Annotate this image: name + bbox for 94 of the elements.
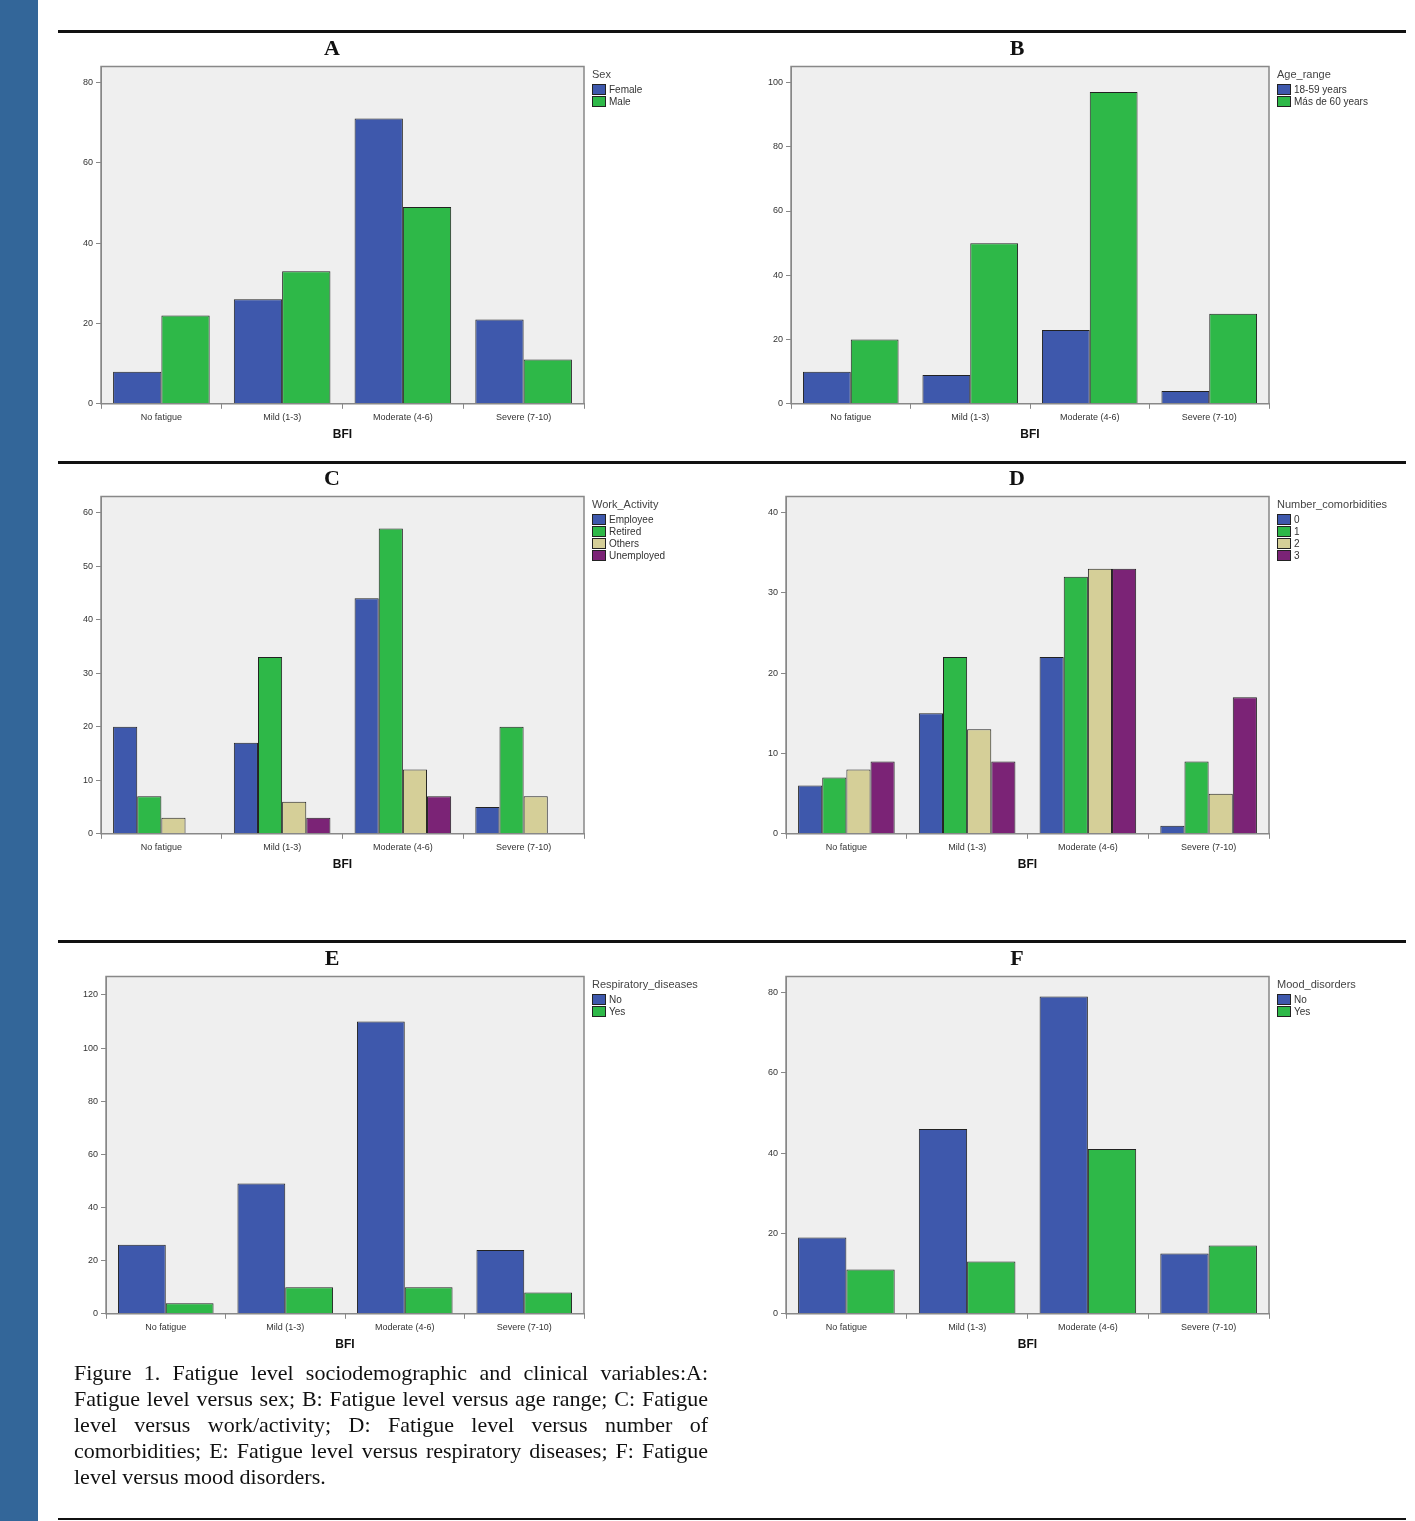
y-tick-label: 20 — [768, 667, 779, 678]
y-tick-label: 60 — [83, 506, 94, 517]
legend-label: 0 — [1294, 513, 1300, 525]
y-tick-label: 20 — [773, 334, 784, 345]
chart-title: A — [324, 34, 341, 60]
x-axis-title: BFI — [1017, 1337, 1038, 1352]
y-tick-label: 40 — [83, 614, 94, 625]
x-tick-label: Mild (1-3) — [266, 1321, 305, 1332]
y-tick-label: 0 — [773, 828, 779, 839]
x-axis-title: BFI — [332, 857, 353, 872]
y-tick-label: 100 — [767, 76, 784, 87]
x-tick-label: Mild (1-3) — [263, 841, 302, 852]
y-tick-label: 0 — [93, 1308, 99, 1319]
x-tick-label: Mild (1-3) — [263, 411, 302, 422]
chart-title: E — [324, 944, 340, 970]
y-tick-label: 60 — [773, 205, 784, 216]
x-tick-label: Moderate (4-6) — [374, 1321, 435, 1332]
legend-label: Yes — [1294, 1005, 1311, 1017]
x-tick-label: No fatigue — [830, 411, 872, 422]
legend-label: Male — [609, 95, 631, 107]
legend-label: Employee — [609, 513, 654, 525]
y-tick-label: 80 — [88, 1095, 99, 1106]
x-tick-label: Severe (7-10) — [1181, 1321, 1237, 1332]
x-axis-title: BFI — [1020, 427, 1040, 442]
y-tick-label: 60 — [768, 1067, 779, 1078]
y-tick-label: 40 — [773, 269, 784, 280]
x-tick-label: Severe (7-10) — [496, 841, 552, 852]
x-tick-label: Moderate (4-6) — [1059, 411, 1120, 422]
x-tick-label: No fatigue — [825, 1321, 867, 1332]
legend-label: 1 — [1294, 525, 1300, 537]
y-tick-label: 50 — [83, 560, 94, 571]
legend-label: Yes — [609, 1005, 626, 1017]
chart-title: C — [324, 464, 340, 490]
x-tick-label: Severe (7-10) — [1181, 841, 1237, 852]
legend-label: Female — [609, 83, 643, 95]
x-tick-label: Moderate (4-6) — [1058, 1321, 1118, 1332]
legend-label: 3 — [1294, 549, 1300, 561]
x-tick-label: Severe (7-10) — [496, 411, 552, 422]
y-tick-label: 20 — [88, 1255, 99, 1266]
x-tick-label: Mild (1-3) — [948, 1321, 987, 1332]
chart-title: F — [1010, 944, 1024, 970]
y-tick-label: 40 — [88, 1202, 99, 1213]
legend-title: Work_Activity — [592, 498, 660, 510]
x-axis-title: BFI — [335, 1337, 355, 1352]
y-tick-label: 10 — [768, 747, 779, 758]
x-axis-title: BFI — [332, 427, 353, 442]
x-axis-title: BFI — [1017, 857, 1038, 872]
legend-label: No — [609, 993, 622, 1005]
legend-label: No — [1294, 993, 1307, 1005]
y-tick-label: 20 — [83, 721, 94, 732]
legend-title: Age_range — [1277, 68, 1332, 80]
y-tick-label: 40 — [768, 1147, 779, 1158]
legend-label: Unemployed — [609, 549, 666, 561]
y-tick-label: 80 — [773, 141, 784, 152]
x-tick-label: No fatigue — [140, 841, 182, 852]
y-tick-label: 100 — [82, 1042, 99, 1053]
y-tick-label: 30 — [83, 667, 94, 678]
x-tick-label: Severe (7-10) — [1181, 411, 1237, 422]
legend-title: Number_comorbidities — [1277, 498, 1389, 510]
legend-label: Retired — [609, 525, 642, 537]
legend-label: 18-59 years — [1294, 83, 1347, 95]
x-tick-label: Moderate (4-6) — [373, 841, 433, 852]
y-tick-label: 0 — [88, 398, 94, 409]
chart-title: D — [1009, 464, 1025, 490]
y-tick-label: 60 — [88, 1148, 99, 1159]
chart-title: B — [1009, 34, 1025, 60]
x-tick-label: Mild (1-3) — [951, 411, 990, 422]
y-tick-label: 30 — [768, 587, 779, 598]
legend-title: Mood_disorders — [1277, 978, 1357, 990]
legend-title: Respiratory_diseases — [592, 978, 699, 990]
y-tick-label: 20 — [768, 1227, 779, 1238]
x-tick-label: Mild (1-3) — [948, 841, 987, 852]
y-tick-label: 0 — [778, 398, 784, 409]
y-tick-label: 0 — [773, 1308, 779, 1319]
y-tick-label: 40 — [83, 237, 94, 248]
caption: Figure 1. Fatigue level sociodemographic and clinical variables:A: Fatigue level versus sex; B: Fatigue level versus age range; C: Fatigue level versus work/activity; D: Fatigue level versus number of comorbidities; E: Fatigue level versus respiratory diseases; F: Fatigue level versus mood disorders. — [74, 1360, 708, 1490]
x-tick-label: Moderate (4-6) — [373, 411, 433, 422]
y-tick-label: 20 — [83, 317, 94, 328]
y-tick-label: 0 — [88, 828, 94, 839]
x-tick-label: No fatigue — [140, 411, 182, 422]
legend-title: Sex — [592, 68, 612, 80]
y-tick-label: 10 — [83, 774, 94, 785]
legend-label: Others — [609, 537, 640, 549]
y-tick-label: 40 — [768, 506, 779, 517]
legend-label: 2 — [1294, 537, 1300, 549]
y-tick-label: 60 — [83, 157, 94, 168]
x-tick-label: Moderate (4-6) — [1058, 841, 1118, 852]
y-tick-label: 80 — [768, 986, 779, 997]
y-tick-label: 80 — [83, 76, 94, 87]
y-tick-label: 120 — [82, 989, 99, 1000]
x-tick-label: No fatigue — [145, 1321, 187, 1332]
x-tick-label: Severe (7-10) — [496, 1321, 552, 1332]
x-tick-label: No fatigue — [825, 841, 867, 852]
legend-label: Más de 60 years — [1294, 95, 1368, 107]
